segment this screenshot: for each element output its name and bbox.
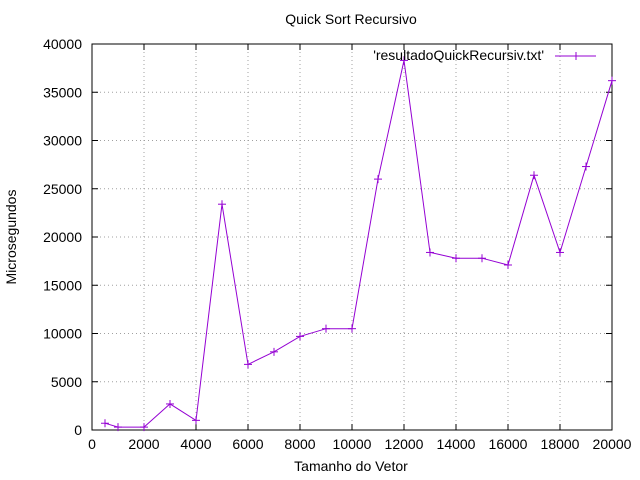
y-axis-label: Microsegundos (3, 190, 19, 285)
x-tick-label: 6000 (232, 436, 263, 452)
data-point (270, 347, 278, 356)
data-point (140, 423, 148, 432)
x-tick-label: 10000 (333, 436, 372, 452)
x-axis-label: Tamanho do Vetor (294, 458, 408, 474)
legend: 'resultadoQuickRecursiv.txt' (373, 47, 596, 63)
x-tick-label: 16000 (489, 436, 528, 452)
x-tick-label: 14000 (437, 436, 476, 452)
data-point (426, 248, 434, 257)
data-point (582, 162, 590, 171)
x-tick-label: 2000 (128, 436, 159, 452)
y-tick-label: 35000 (43, 84, 82, 100)
y-tick-label: 15000 (43, 277, 82, 293)
y-tick-label: 40000 (43, 36, 82, 52)
y-tick-label: 20000 (43, 229, 82, 245)
x-tick-label: 18000 (541, 436, 580, 452)
x-tick-label: 8000 (284, 436, 315, 452)
y-tick-label: 10000 (43, 326, 82, 342)
data-point (296, 332, 304, 341)
y-tick-label: 5000 (51, 374, 82, 390)
data-point (114, 423, 122, 432)
data-point (452, 254, 460, 263)
data-point (478, 254, 486, 263)
y-tick-label: 0 (74, 422, 82, 438)
x-tick-label: 20000 (593, 436, 632, 452)
data-point (322, 324, 330, 333)
ticks: 0 2000 4000 6000 8000 10000 12000 14000 16000 180… (43, 36, 632, 452)
y-tick-label: 25000 (43, 181, 82, 197)
x-tick-label: 4000 (180, 436, 211, 452)
data-point (244, 360, 252, 369)
data-point (166, 399, 174, 408)
x-tick-label: 12000 (385, 436, 424, 452)
grid (92, 44, 612, 430)
data-point (608, 76, 616, 85)
series (101, 56, 616, 432)
data-point (101, 419, 109, 428)
data-point (218, 200, 226, 209)
legend-label: 'resultadoQuickRecursiv.txt' (373, 47, 544, 63)
data-point (348, 324, 356, 333)
y-tick-label: 30000 (43, 133, 82, 149)
data-point (530, 171, 538, 180)
data-point (192, 416, 200, 425)
data-point (504, 260, 512, 269)
chart-title: Quick Sort Recursivo (285, 11, 417, 27)
series-line (104, 60, 613, 428)
x-tick-label: 0 (88, 436, 96, 452)
data-point (400, 56, 408, 65)
data-point (374, 175, 382, 184)
data-point (556, 248, 564, 257)
